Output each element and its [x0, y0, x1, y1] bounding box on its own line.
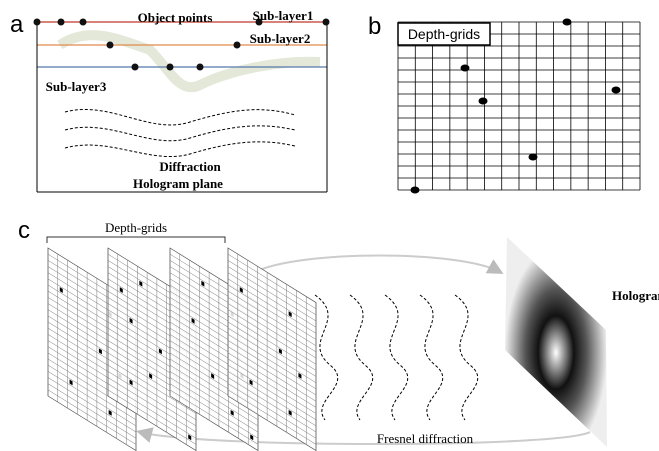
wavefront — [350, 295, 373, 420]
title: Depth-grids — [408, 26, 480, 42]
sub-layer-label: Sub-layer3 — [46, 79, 107, 94]
point — [479, 98, 488, 105]
hologram-label: Hologram — [612, 288, 659, 303]
wavefront — [455, 295, 478, 420]
wavefront — [315, 295, 338, 420]
panel-c: c Depth-grids Hologram Fresnel diffracti… — [18, 217, 659, 451]
hologram — [505, 237, 607, 447]
wavefront — [385, 295, 408, 420]
point — [563, 19, 572, 26]
sub-layer-label: Sub-layer1 — [253, 8, 314, 23]
diffraction-label: Diffraction — [159, 159, 221, 174]
wavefronts — [65, 109, 295, 156]
panel-label: b — [368, 13, 381, 40]
wavefront — [420, 295, 443, 420]
object-points-label: Object points — [138, 10, 213, 25]
hologram-plane-label: Hologram plane — [133, 176, 223, 191]
panel-a: a Object points Sub-layer1 Sub-layer2 Su… — [10, 8, 330, 192]
point — [529, 154, 538, 161]
panel-b: b Depth-grids — [368, 13, 640, 194]
figure: a Object points Sub-layer1 Sub-layer2 Su… — [0, 0, 659, 451]
point — [612, 87, 621, 94]
point — [411, 187, 420, 194]
point — [461, 65, 470, 72]
sub-layer-label: Sub-layer2 — [250, 31, 311, 46]
panel-label: c — [18, 217, 30, 244]
arrow — [255, 256, 500, 273]
fresnel-label: Fresnel diffraction — [377, 431, 474, 446]
bracket — [47, 237, 225, 243]
panel-label: a — [10, 11, 24, 38]
arrow — [140, 432, 590, 444]
depth-grids-label: Depth-grids — [105, 220, 167, 235]
